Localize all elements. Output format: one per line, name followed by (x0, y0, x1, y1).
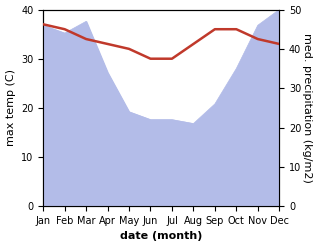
X-axis label: date (month): date (month) (120, 231, 203, 242)
Y-axis label: max temp (C): max temp (C) (5, 69, 16, 146)
Y-axis label: med. precipitation (kg/m2): med. precipitation (kg/m2) (302, 33, 313, 183)
